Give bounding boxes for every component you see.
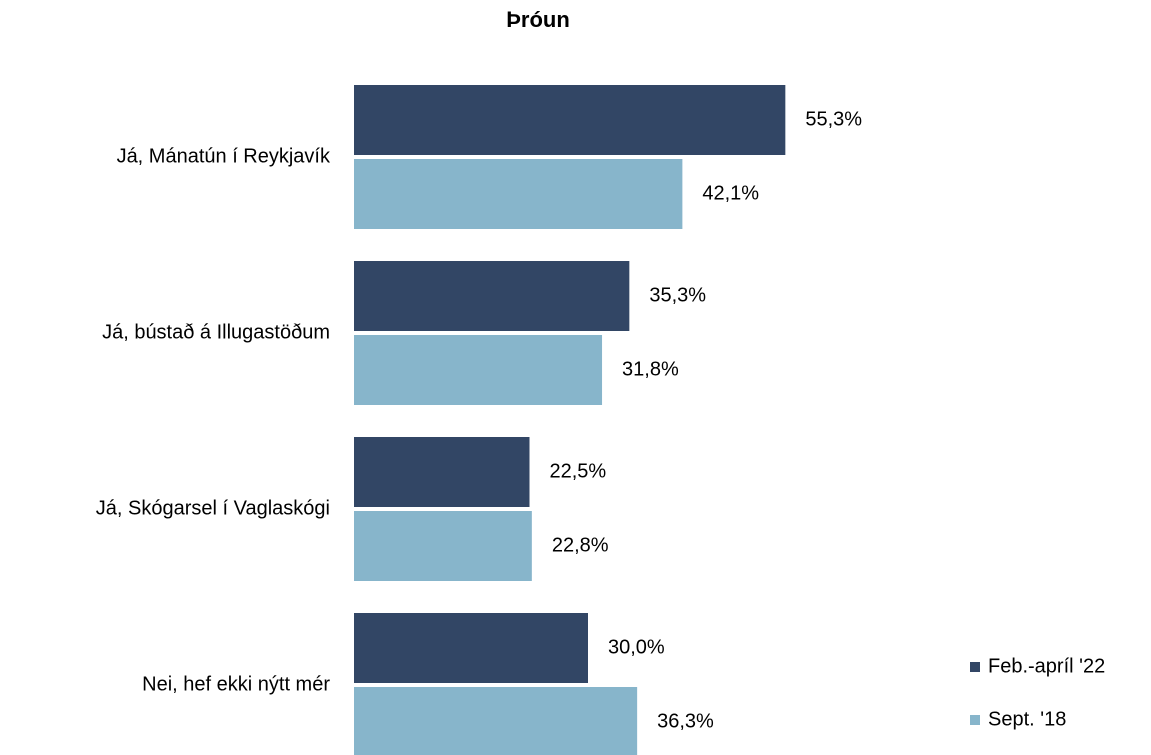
- value-label: 42,1%: [702, 182, 759, 204]
- value-label: 31,8%: [622, 358, 679, 380]
- value-label: 35,3%: [649, 284, 706, 306]
- bar: [354, 687, 638, 755]
- category-label: Nei, hef ekki nýtt mér: [142, 673, 330, 695]
- value-label: 55,3%: [805, 108, 862, 130]
- chart-title: Þróun: [506, 7, 570, 32]
- category-label: Já, Skógarsel í Vaglaskógi: [96, 497, 330, 519]
- value-label: 36,3%: [657, 710, 714, 732]
- bar: [354, 159, 683, 229]
- bar: [354, 511, 532, 581]
- bar: [354, 335, 603, 405]
- category-label: Já, Mánatún í Reykjavík: [117, 145, 331, 167]
- bar: [354, 437, 530, 507]
- legend-swatch: [970, 662, 980, 672]
- legend-swatch: [970, 715, 980, 725]
- bar: [354, 261, 630, 331]
- value-label: 22,5%: [550, 460, 607, 482]
- bar: [354, 85, 786, 155]
- legend-label: Feb.-apríl '22: [988, 655, 1105, 677]
- legend-label: Sept. '18: [988, 708, 1066, 730]
- bar: [354, 613, 588, 683]
- value-label: 30,0%: [608, 636, 665, 658]
- category-label: Já, bústað á Illugastöðum: [102, 321, 330, 343]
- value-label: 22,8%: [552, 534, 609, 556]
